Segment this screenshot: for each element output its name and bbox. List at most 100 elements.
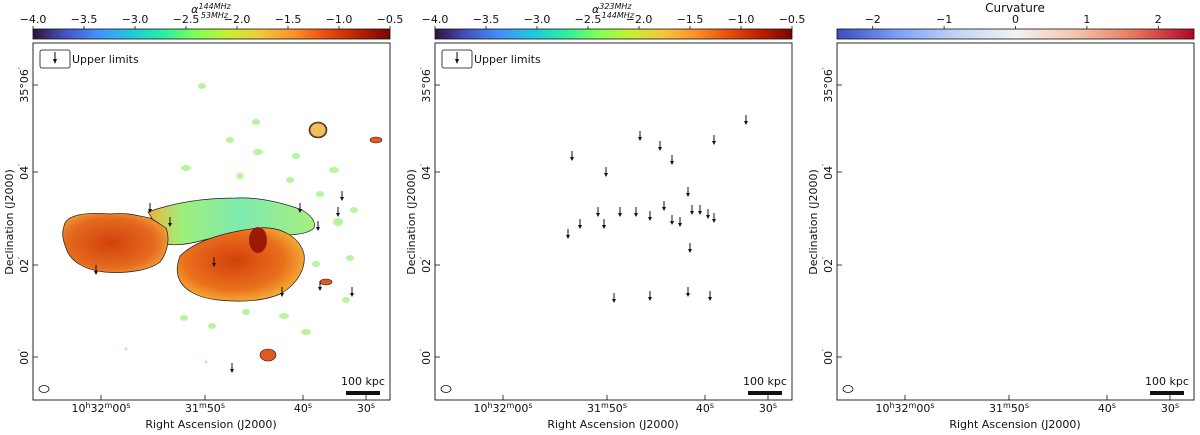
upper-limit-arrowhead bbox=[690, 211, 694, 215]
legend-label: Upper limits bbox=[72, 53, 139, 66]
upper-limit-arrowhead bbox=[618, 213, 622, 217]
colorbar-title-alpha: α bbox=[592, 3, 600, 16]
upper-limit-arrowhead bbox=[686, 293, 690, 297]
y-axis-label: Declination (J2000) bbox=[807, 169, 820, 275]
emission-patch bbox=[312, 261, 320, 267]
x-tick-label: 10h32m00s bbox=[875, 401, 934, 415]
x-tick-label-main: 30 bbox=[759, 402, 773, 415]
upper-limit-arrowhead bbox=[280, 293, 284, 297]
upper-limit-markers bbox=[566, 115, 748, 303]
emission-patch bbox=[124, 347, 128, 351]
upper-limit-arrowhead bbox=[94, 271, 98, 275]
upper-limit-arrowhead bbox=[706, 215, 710, 219]
colorbar-tick-label: −4.0 bbox=[20, 13, 47, 26]
upper-limit-arrowhead bbox=[648, 217, 652, 221]
colorbar-tick-label: −0.5 bbox=[377, 13, 404, 26]
emission-patch bbox=[319, 278, 333, 286]
upper-limit-arrowhead bbox=[670, 221, 674, 225]
colorbar-tick-label: −2.0 bbox=[224, 13, 251, 26]
emission-patch bbox=[204, 360, 208, 364]
x-tick-label-sup: s bbox=[773, 401, 777, 410]
emission-core bbox=[249, 227, 267, 253]
upper-limit-arrowhead bbox=[744, 121, 748, 125]
x-tick-label-sup: m bbox=[507, 401, 515, 410]
x-tick-label-sup: s bbox=[371, 401, 375, 410]
emission-patch bbox=[279, 313, 289, 319]
x-tick-label-end: 00 bbox=[916, 402, 930, 415]
x-tick-label-main: 31 bbox=[587, 402, 601, 415]
x-tick-label-main: 10 bbox=[875, 402, 889, 415]
y-tick-label-main: 04 bbox=[420, 166, 433, 180]
x-tick-label-sup: h bbox=[85, 401, 90, 410]
x-tick-label-mid: 32 bbox=[895, 402, 909, 415]
upper-limit-arrowhead bbox=[712, 219, 716, 223]
y-tick-label-main: 00 bbox=[822, 351, 835, 365]
emission-patch bbox=[309, 122, 327, 138]
scalebar bbox=[1150, 391, 1184, 395]
legend: Upper limits bbox=[441, 49, 541, 69]
upper-limit-arrowhead bbox=[612, 299, 616, 303]
colorbar-title-sub: 53MHz bbox=[201, 11, 229, 20]
x-tick-label-sup: m bbox=[601, 401, 609, 410]
upper-limit-arrowhead bbox=[708, 297, 712, 301]
scalebar-label: 100 kpc bbox=[341, 375, 385, 388]
upper-limit-arrowhead bbox=[670, 161, 674, 165]
x-tick-label: 31m50s bbox=[185, 401, 225, 415]
x-tick-label-sup: m bbox=[909, 401, 917, 410]
upper-limit-arrowhead bbox=[336, 213, 340, 217]
colorbar-title-sup: 144MHz bbox=[198, 2, 231, 11]
y-tick-label-sup: ′ bbox=[17, 67, 26, 69]
colorbar-tick-label: −3.0 bbox=[524, 13, 551, 26]
plot-background bbox=[837, 43, 1194, 400]
x-tick-label-mid: 50 bbox=[1011, 402, 1025, 415]
legend-label: Upper limits bbox=[474, 53, 541, 66]
colorbar-title: α323MHz 144MHz bbox=[592, 2, 635, 20]
y-tick-label-sup: ′ bbox=[821, 164, 830, 166]
colorbar-tick-label: −3.5 bbox=[473, 13, 500, 26]
x-tick-label-sup: s bbox=[221, 401, 225, 410]
upper-limit-arrowhead bbox=[318, 287, 322, 291]
y-tick-label-sup: ′ bbox=[419, 349, 428, 351]
x-tick-label-mid: 32 bbox=[493, 402, 507, 415]
emission-patch bbox=[208, 323, 216, 329]
colorbar-gradient bbox=[32, 28, 391, 40]
emission-patch bbox=[253, 149, 263, 155]
x-tick-label-main: 40 bbox=[696, 402, 710, 415]
y-tick-label: 02′ bbox=[17, 257, 31, 273]
upper-limit-arrowhead bbox=[212, 263, 216, 267]
beam-ellipse bbox=[440, 385, 452, 393]
x-tick-label: 30s bbox=[1161, 401, 1179, 415]
colorbar-title: α144MHz 53MHz bbox=[191, 2, 231, 20]
upper-limit-arrowhead bbox=[634, 213, 638, 217]
colorbar-gradient bbox=[434, 28, 793, 40]
y-tick-label-sup: ′ bbox=[17, 349, 26, 351]
colorbar: −4.0 −3.5 −3.0 −2.5 −2.0 −1.5 −1.0 −0.5 α144MHz 5… bbox=[20, 2, 404, 40]
y-tick-label-main: 00 bbox=[18, 351, 31, 365]
emission-patch bbox=[242, 309, 250, 315]
upper-limit-arrowhead bbox=[686, 193, 690, 197]
colorbar-tick-label: −3.0 bbox=[122, 13, 149, 26]
upper-limit-arrowhead bbox=[678, 223, 682, 227]
y-tick-label: 00′ bbox=[419, 349, 433, 365]
emission-patch bbox=[252, 119, 260, 125]
emission-patch bbox=[226, 137, 234, 143]
y-tick-label: 02′ bbox=[821, 257, 835, 273]
plot-frame bbox=[836, 42, 1195, 401]
y-tick-label-main: 04 bbox=[18, 166, 31, 180]
y-tick-label-sup: ′ bbox=[17, 164, 26, 166]
emission-patch bbox=[329, 167, 339, 173]
scalebar-label: 100 kpc bbox=[1145, 375, 1189, 388]
emission-patch bbox=[333, 218, 343, 226]
x-tick-label-sup: m bbox=[1003, 401, 1011, 410]
x-tick-label-sup: h bbox=[487, 401, 492, 410]
x-tick-label: 40s bbox=[696, 401, 714, 415]
x-tick-label: 10h32m00s bbox=[473, 401, 532, 415]
emission-patch bbox=[181, 165, 191, 171]
y-tick-label: 35°06′ bbox=[17, 67, 31, 103]
y-tick-label-main: 35°06 bbox=[420, 69, 433, 103]
x-tick-label-main: 10 bbox=[473, 402, 487, 415]
x-tick-label-sup: s bbox=[308, 401, 312, 410]
upper-limit-arrowhead bbox=[566, 235, 570, 239]
x-tick-label-main: 10 bbox=[71, 402, 85, 415]
